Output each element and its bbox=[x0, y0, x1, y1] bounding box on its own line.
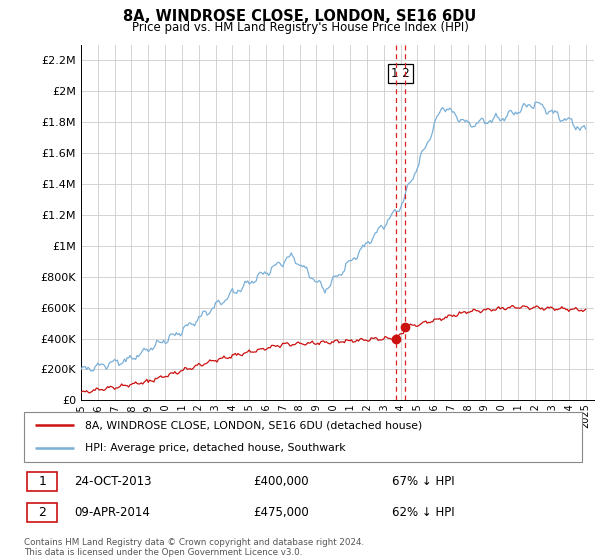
FancyBboxPatch shape bbox=[27, 472, 58, 492]
Text: 09-APR-2014: 09-APR-2014 bbox=[74, 506, 150, 519]
Text: 1 2: 1 2 bbox=[391, 67, 410, 80]
Text: Price paid vs. HM Land Registry's House Price Index (HPI): Price paid vs. HM Land Registry's House … bbox=[131, 21, 469, 34]
Text: 8A, WINDROSE CLOSE, LONDON, SE16 6DU: 8A, WINDROSE CLOSE, LONDON, SE16 6DU bbox=[124, 9, 476, 24]
Text: 62% ↓ HPI: 62% ↓ HPI bbox=[392, 506, 455, 519]
Text: £400,000: £400,000 bbox=[253, 475, 308, 488]
Text: 2: 2 bbox=[38, 506, 46, 519]
Text: 24-OCT-2013: 24-OCT-2013 bbox=[74, 475, 152, 488]
Text: 8A, WINDROSE CLOSE, LONDON, SE16 6DU (detached house): 8A, WINDROSE CLOSE, LONDON, SE16 6DU (de… bbox=[85, 420, 422, 430]
Text: £475,000: £475,000 bbox=[253, 506, 308, 519]
Text: 67% ↓ HPI: 67% ↓ HPI bbox=[392, 475, 455, 488]
FancyBboxPatch shape bbox=[27, 503, 58, 522]
Text: Contains HM Land Registry data © Crown copyright and database right 2024.
This d: Contains HM Land Registry data © Crown c… bbox=[24, 538, 364, 557]
FancyBboxPatch shape bbox=[24, 412, 582, 462]
Text: HPI: Average price, detached house, Southwark: HPI: Average price, detached house, Sout… bbox=[85, 444, 346, 454]
Text: 1: 1 bbox=[38, 475, 46, 488]
